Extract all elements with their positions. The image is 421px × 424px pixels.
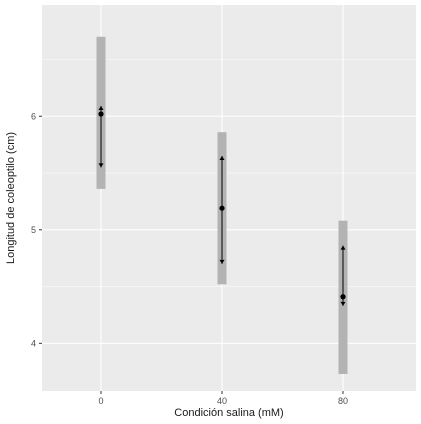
x-tick-label: 0 <box>98 396 103 406</box>
arrowhead-down <box>340 301 346 306</box>
arrowhead-down <box>98 163 104 168</box>
x-axis: 0 40 80 <box>98 391 348 406</box>
y-tick-label: 5 <box>31 225 36 235</box>
y-axis-title: Longitud de coleoptilo (cm) <box>5 132 17 264</box>
mean-points <box>98 111 346 300</box>
y-tick-label: 6 <box>31 111 36 121</box>
mean-point <box>219 205 225 211</box>
arrowhead-up <box>98 106 104 111</box>
arrowhead-up <box>219 155 225 160</box>
mean-point <box>340 294 346 300</box>
x-axis-title: Condición salina (mM) <box>174 407 283 419</box>
y-axis: 4 5 6 <box>31 111 42 348</box>
y-tick-label: 4 <box>31 338 36 348</box>
arrowhead-up <box>340 245 346 250</box>
x-tick-label: 80 <box>338 396 348 406</box>
arrowhead-down <box>219 259 225 264</box>
x-tick-label: 40 <box>217 396 227 406</box>
mean-point <box>98 111 104 117</box>
